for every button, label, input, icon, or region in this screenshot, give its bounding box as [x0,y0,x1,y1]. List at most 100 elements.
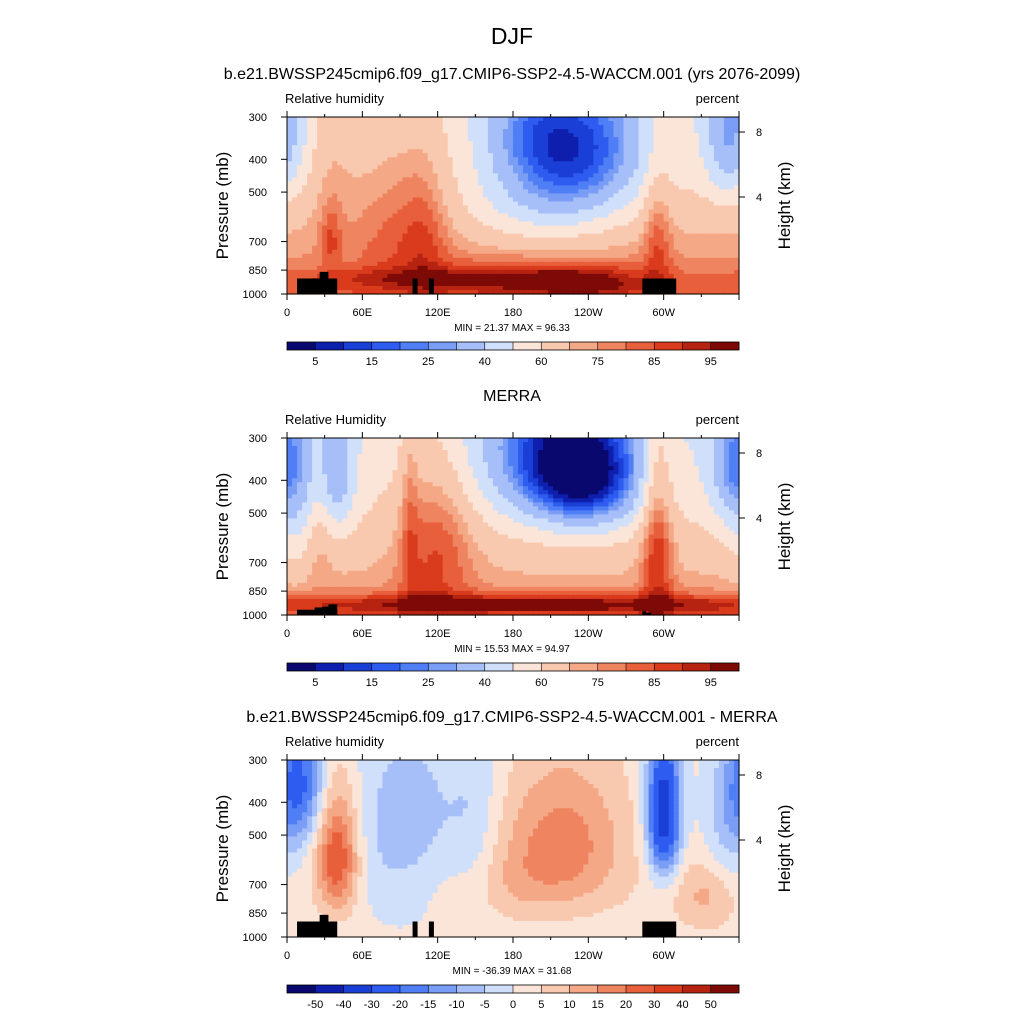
heat-cell [397,241,404,247]
heat-cell [673,442,680,447]
heat-cell [608,217,615,223]
heat-cell [538,169,544,174]
heat-cell [648,121,655,126]
heat-cell [593,141,599,146]
heat-cell [432,221,439,227]
heat-cell [337,153,343,158]
heat-cell [392,225,399,231]
heat-cell [648,245,655,251]
heat-cell [292,237,298,243]
heat-cell [668,133,675,138]
heat-cell [322,233,328,239]
heat-cell [352,261,358,267]
heat-cell [638,450,645,455]
heat-cell [663,229,670,235]
heat-cell [492,269,499,275]
heat-cell [507,442,514,447]
heat-cell [568,117,574,122]
heat-cell [362,470,368,475]
heat-cell [573,145,579,150]
heat-cell [312,225,318,231]
heat-cell [688,197,695,203]
heat-cell [688,169,695,174]
heat-cell [703,249,710,255]
heat-cell [437,141,444,146]
heat-cell [392,257,399,263]
heat-cell [332,442,338,447]
heat-cell [507,233,514,239]
heat-cell [698,217,705,223]
heat-cell [377,181,384,186]
heat-cell [718,121,725,126]
heat-cell [558,173,564,178]
heat-cell [703,273,710,279]
heat-cell [322,470,328,475]
heat-cell [362,281,368,287]
heat-cell [312,454,318,459]
heat-cell [342,438,348,443]
heat-cell [472,137,479,142]
heat-cell [387,273,394,279]
heat-cell [342,285,348,291]
heat-cell [728,125,735,130]
heat-cell [377,466,384,471]
heat-cell [533,181,539,186]
heat-cell [548,237,554,243]
heat-cell [482,189,489,195]
heat-cell [558,233,564,239]
heat-cell [427,205,434,211]
heat-cell [322,129,328,134]
heat-cell [362,273,368,279]
heat-cell [362,233,368,239]
heat-cell [412,133,419,138]
heat-cell [688,462,695,467]
heat-cell [633,149,640,154]
heat-cell [447,438,454,443]
heat-cell [678,458,685,463]
heat-cell [437,137,444,142]
heat-cell [507,137,514,142]
heat-cell [703,454,710,459]
heat-cell [452,249,459,255]
heat-cell [728,205,735,211]
heat-cell [352,149,358,154]
heat-cell [372,173,378,178]
heat-cell [708,209,715,215]
heat-cell [422,442,429,447]
heat-cell [447,285,454,291]
heat-cell [377,470,384,475]
heat-cell [382,189,389,195]
heat-cell [553,245,559,251]
heat-cell [728,181,735,186]
heat-cell [563,285,569,291]
heat-cell [417,458,424,463]
heat-cell [292,209,298,215]
heat-cell [357,273,363,279]
heat-cell [618,265,625,271]
heat-cell [563,269,569,275]
heat-cell [287,197,293,203]
heat-cell [538,165,544,170]
heat-cell [553,161,559,166]
heat-cell [563,438,569,443]
heat-cell [688,133,695,138]
heat-cell [618,245,625,251]
heat-cell [457,145,464,150]
heat-cell [518,201,524,207]
heat-cell [452,201,459,207]
heat-cell [347,149,353,154]
heat-cell [658,153,665,158]
heat-cell [472,209,479,215]
heat-cell [528,169,534,174]
heat-cell [533,157,539,162]
heat-cell [538,265,544,271]
heat-cell [487,253,494,259]
heat-cell [347,289,353,295]
heat-cell [457,165,464,170]
heat-cell [643,205,650,211]
heat-cell [593,125,599,130]
heat-cell [352,249,358,255]
heat-cell [307,446,313,451]
heat-cell [422,446,429,451]
heat-cell [728,197,735,203]
